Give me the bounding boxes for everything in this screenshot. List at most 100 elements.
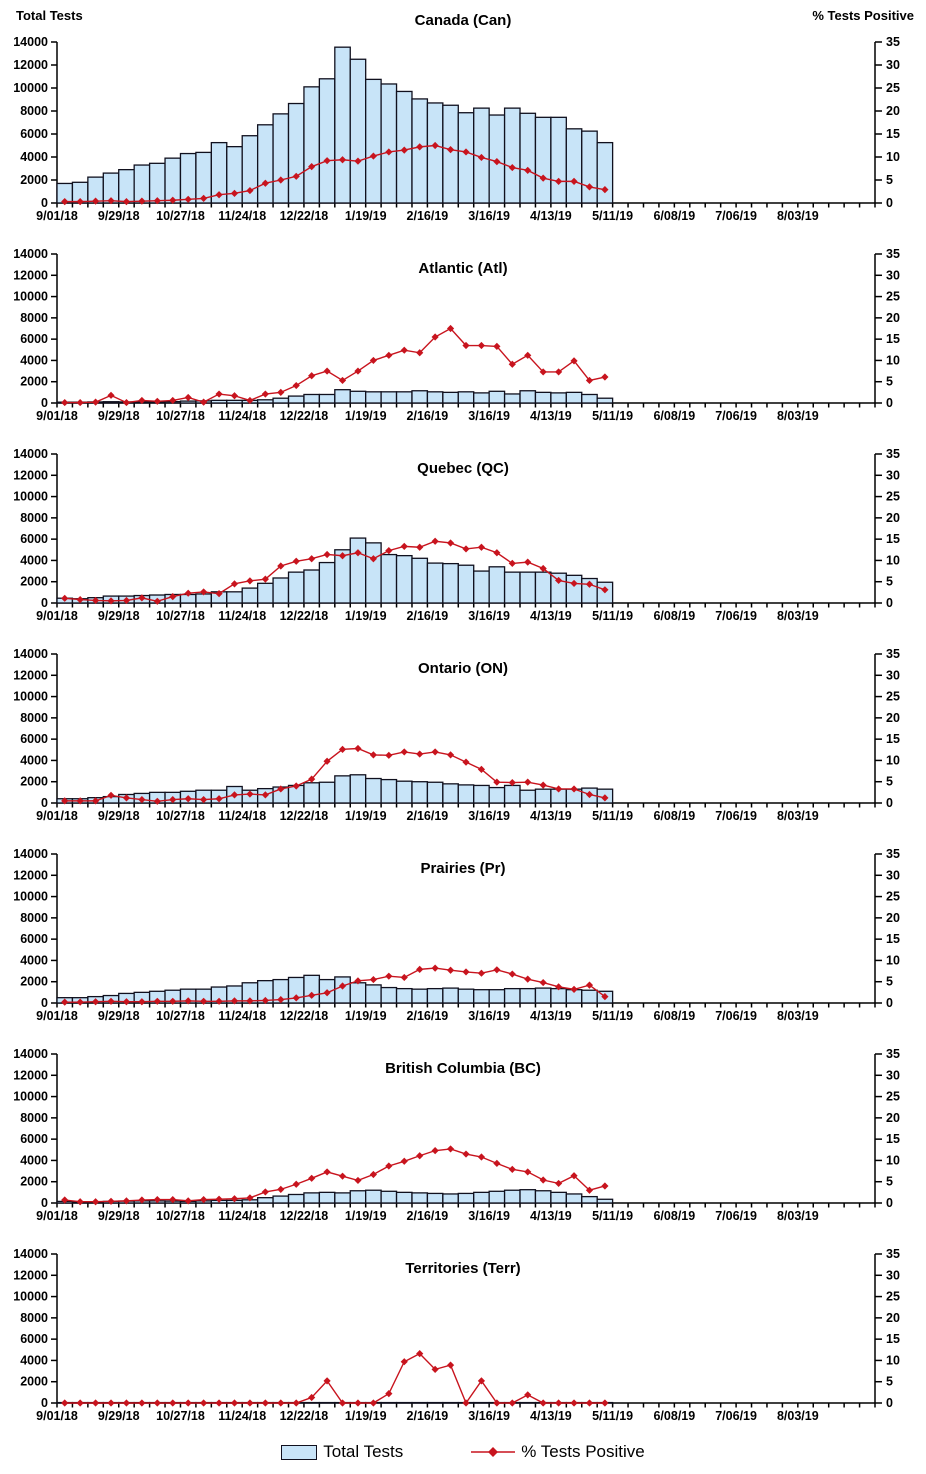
right-tick-label: 10 <box>886 150 900 164</box>
left-tick-label: 8000 <box>20 104 48 118</box>
total-tests-bar <box>272 577 290 604</box>
pct-positive-point <box>138 197 146 205</box>
pct-positive-point <box>524 975 532 983</box>
left-tick-label: 0 <box>41 796 48 810</box>
pct-positive-point <box>230 392 239 400</box>
pct-positive-point <box>61 594 69 602</box>
total-tests-bar <box>550 116 567 204</box>
pct-positive-point <box>601 373 609 381</box>
pct-positive-point <box>122 794 131 802</box>
left-tick-label: 10000 <box>13 690 48 704</box>
pct-positive-point <box>122 398 131 407</box>
pct-positive-point <box>215 390 223 398</box>
pct-positive-point <box>277 562 285 570</box>
left-tick-label: 4000 <box>20 353 48 367</box>
pct-positive-markers <box>61 1350 609 1407</box>
x-tick-label: 11/24/18 <box>218 609 266 623</box>
total-tests-bar <box>411 557 429 604</box>
left-tick-label: 12000 <box>13 1268 48 1282</box>
total-tests-bar <box>503 784 521 804</box>
right-tick-label: 5 <box>886 1375 893 1389</box>
pct-positive-point <box>91 1399 100 1407</box>
pct-positive-point <box>292 381 300 390</box>
pct-positive-point <box>292 782 300 790</box>
left-tick-label: 12000 <box>13 268 48 282</box>
right-tick-label: 35 <box>886 1047 900 1061</box>
left-tick-label: 2000 <box>20 173 48 187</box>
pct-positive-point <box>354 157 362 165</box>
total-tests-bar <box>457 112 475 204</box>
pct-positive-point <box>446 966 455 974</box>
total-tests-bar <box>411 98 429 204</box>
x-tick-label: 10/27/18 <box>156 209 205 223</box>
pct-positive-point <box>555 177 563 185</box>
total-tests-bar <box>503 571 521 604</box>
pct-positive-point <box>570 985 578 993</box>
pct-positive-point <box>555 576 563 585</box>
left-tick-label: 10000 <box>13 1090 48 1104</box>
pct-positive-point <box>400 146 408 154</box>
x-tick-labels: 9/01/18 9/29/18 10/27/18 11/24/18 12/22/18 1/… <box>36 209 819 223</box>
total-tests-bar <box>380 1190 398 1204</box>
total-tests-bar <box>118 168 135 204</box>
x-tick-label: 5/11/19 <box>592 209 633 223</box>
total-tests-bar <box>581 989 598 1004</box>
pct-positive-point <box>323 1377 331 1385</box>
pct-positive-point <box>570 1399 578 1407</box>
total-tests-bar <box>503 393 521 404</box>
x-tick-label: 10/27/18 <box>156 409 205 423</box>
pct-positive-point <box>446 1145 455 1153</box>
right-tick-label: 15 <box>886 332 900 346</box>
total-tests-bars <box>56 389 614 404</box>
pct-positive-point <box>261 390 269 398</box>
total-tests-bar <box>442 783 459 804</box>
left-tick-label: 8000 <box>20 711 48 725</box>
x-tick-label: 8/03/19 <box>777 209 819 223</box>
chart-panel-territories: Territories (Terr) 0 2000 4000 6000 8000 1000… <box>0 1230 926 1430</box>
pct-positive-point <box>585 790 594 799</box>
total-tests-bar <box>395 554 413 604</box>
right-tick-labels: 0 5 10 15 20 25 30 35 <box>886 447 900 610</box>
x-tick-label: 9/29/18 <box>98 609 140 623</box>
right-tick-label: 5 <box>886 575 893 589</box>
x-tick-label: 1/19/19 <box>345 1209 387 1223</box>
pct-positive-point <box>354 1399 362 1407</box>
pct-positive-point <box>462 1150 470 1158</box>
pct-positive-point <box>338 156 347 164</box>
pct-positive-point <box>230 189 239 197</box>
pct-positive-point <box>416 750 424 758</box>
chart-panel-ontario: Ontario (ON) 0 2000 4000 6000 8000 10000 12000… <box>0 630 926 830</box>
total-tests-bar <box>133 164 151 204</box>
total-tests-bar <box>534 391 552 404</box>
x-tick-label: 9/01/18 <box>36 409 78 423</box>
x-tick-label: 9/01/18 <box>36 809 78 823</box>
pct-positive-point <box>215 590 223 598</box>
pct-positive-point <box>169 795 177 804</box>
total-tests-bar <box>179 400 197 404</box>
total-tests-bar <box>318 1191 336 1204</box>
x-tick-label: 2/16/19 <box>407 1209 449 1223</box>
right-tick-labels: 0 5 10 15 20 25 30 35 <box>886 1247 900 1410</box>
pct-positive-point <box>61 998 69 1006</box>
total-tests-bar <box>457 1192 475 1204</box>
x-tick-labels: 9/01/18 9/29/18 10/27/18 11/24/18 12/22/18 1/… <box>36 809 819 823</box>
left-tick-label: 4000 <box>20 1353 48 1367</box>
right-tick-labels: 0 5 10 15 20 25 30 35 <box>886 35 900 210</box>
pct-positive-point <box>369 1170 377 1179</box>
pct-positive-point <box>369 356 377 365</box>
x-tick-label: 8/03/19 <box>777 609 819 623</box>
pct-positive-point <box>601 186 609 194</box>
pct-positive-point <box>200 194 208 202</box>
total-tests-bar <box>473 392 490 404</box>
x-tick-label: 8/03/19 <box>777 1209 819 1223</box>
right-tick-label: 5 <box>886 375 893 389</box>
left-tick-label: 10000 <box>13 490 48 504</box>
x-tick-labels: 9/01/18 9/29/18 10/27/18 11/24/18 12/22/18 1/… <box>36 409 819 423</box>
total-tests-bar <box>395 1191 413 1204</box>
total-tests-bar <box>534 116 552 204</box>
total-tests-bar <box>365 391 382 404</box>
right-axis-header: % Tests Positive <box>812 8 914 23</box>
total-tests-bar <box>287 102 305 204</box>
pct-positive-point <box>493 158 501 166</box>
right-tick-label: 20 <box>886 511 900 525</box>
